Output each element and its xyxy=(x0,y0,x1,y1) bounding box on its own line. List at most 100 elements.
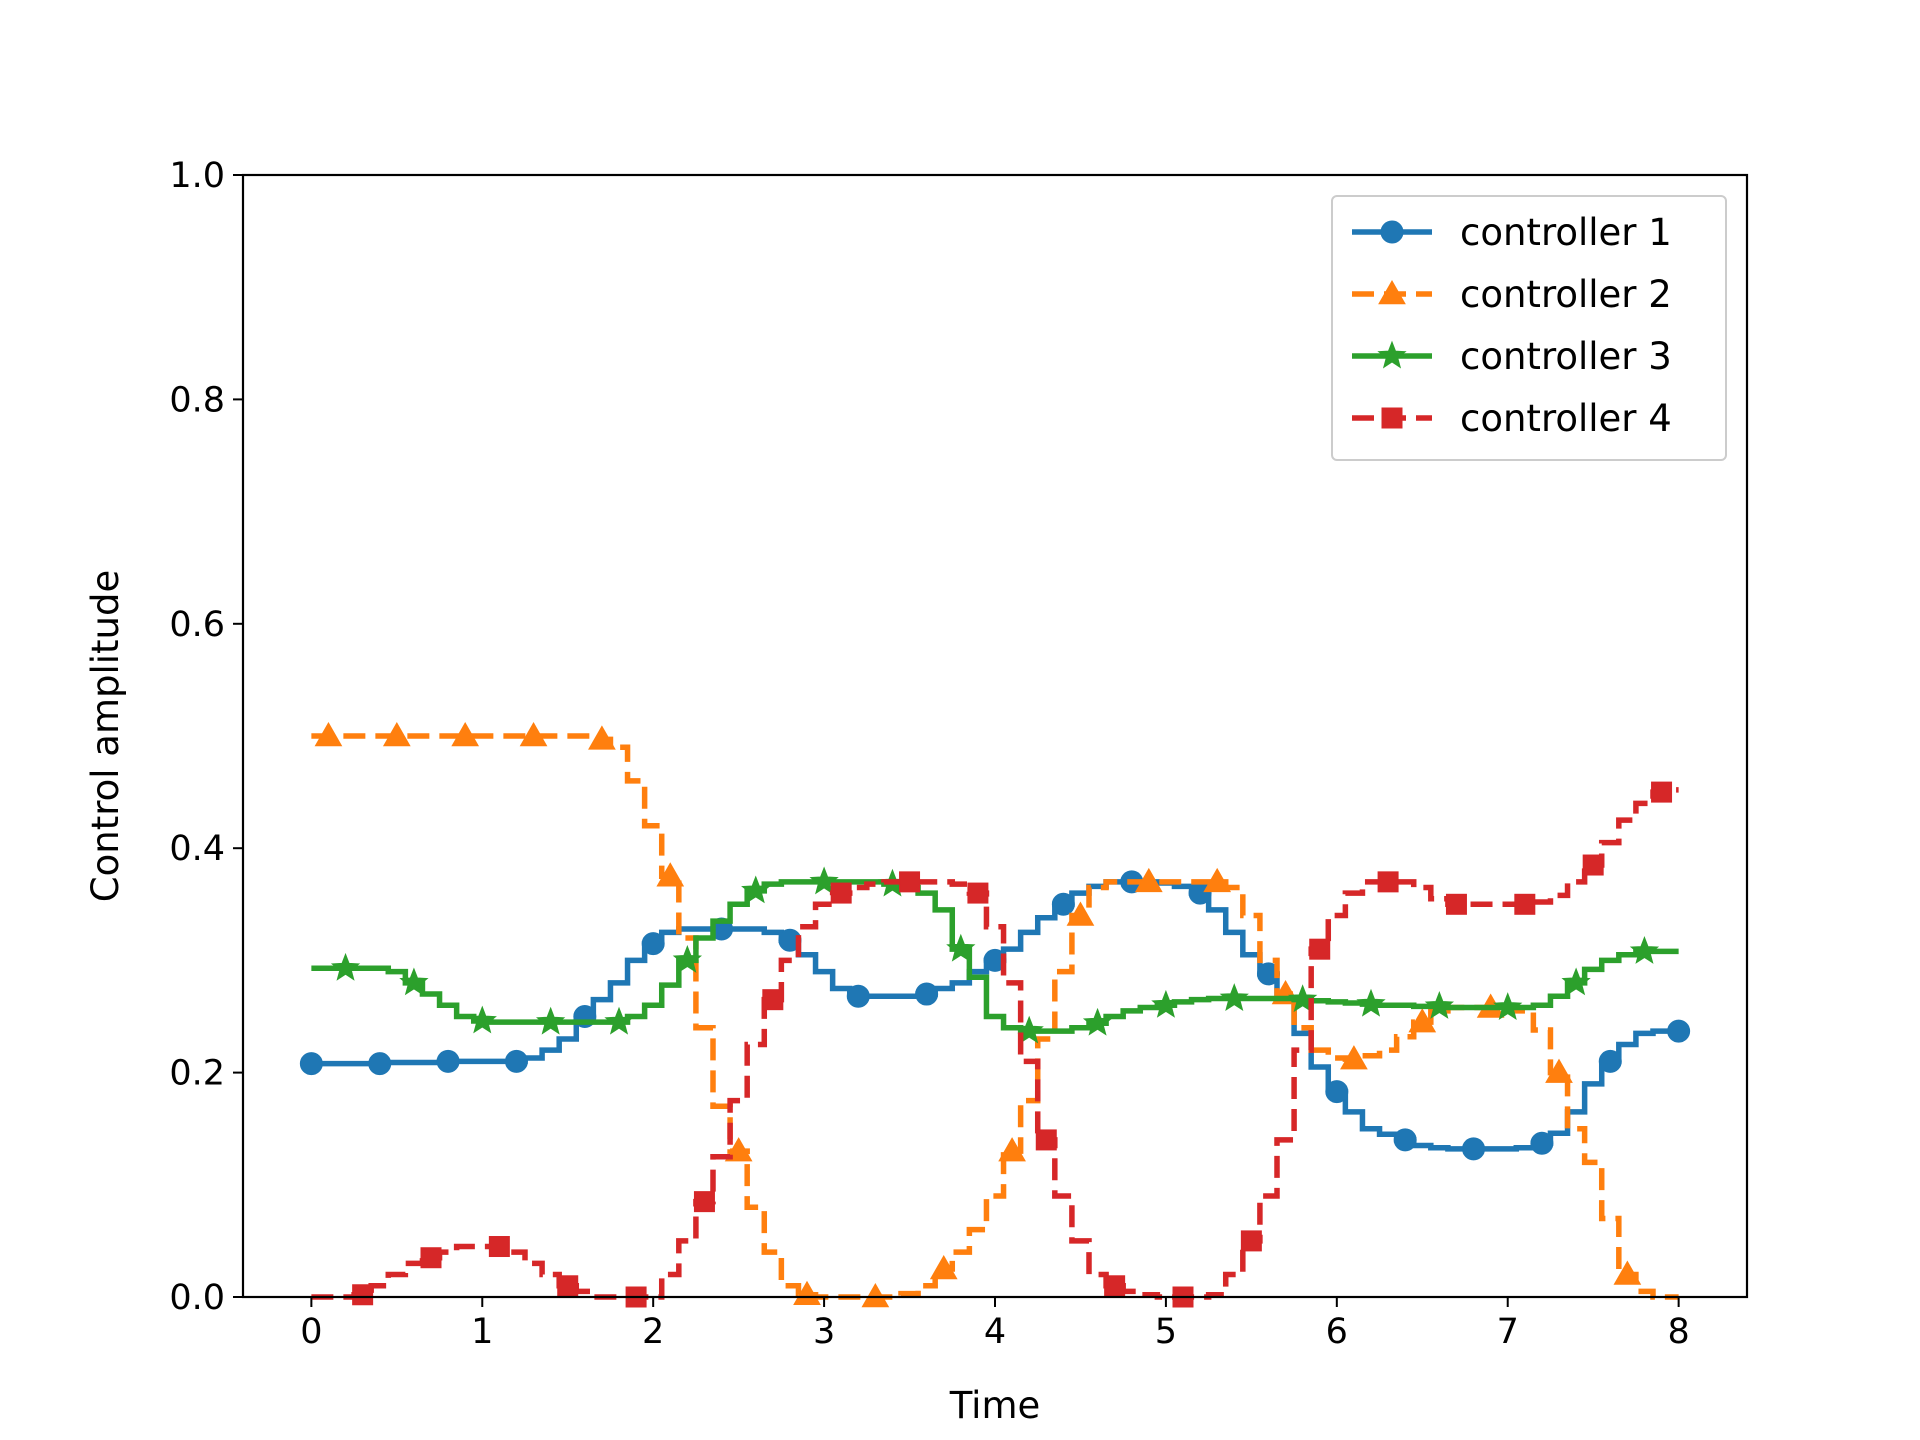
data-point xyxy=(672,945,703,973)
data-point xyxy=(693,1191,715,1213)
data-point xyxy=(604,1006,634,1035)
legend-item-2: controller 2 xyxy=(1352,273,1672,316)
data-point xyxy=(793,1280,821,1306)
data-point xyxy=(1667,1019,1691,1043)
data-point xyxy=(1035,1129,1057,1151)
data-point xyxy=(967,882,989,904)
legend-marker xyxy=(1378,279,1406,305)
data-point xyxy=(314,721,343,747)
data-point xyxy=(1598,1049,1622,1073)
x-tick-label: 1 xyxy=(471,1312,493,1352)
data-point xyxy=(1493,992,1523,1020)
data-point xyxy=(1287,984,1318,1013)
x-tick-label: 8 xyxy=(1667,1312,1689,1352)
x-tick-label: 5 xyxy=(1155,1312,1177,1352)
y-tick-label: 1.0 xyxy=(169,156,225,196)
data-point xyxy=(488,1236,510,1258)
legend: controller 1 controller 2 controller 3 cont… xyxy=(1331,195,1727,461)
series-line-1 xyxy=(311,879,1679,1152)
x-axis: 0 1 2 3 4 5 6 7 8 xyxy=(300,1297,1690,1352)
data-point xyxy=(1134,867,1163,893)
data-point xyxy=(998,1137,1026,1162)
data-point xyxy=(1051,892,1075,916)
legend-item-4: controller 4 xyxy=(1352,397,1672,440)
x-tick-label: 0 xyxy=(300,1312,322,1352)
legend-item-3: controller 3 xyxy=(1352,335,1672,378)
data-point xyxy=(1219,983,1249,1011)
legend-item-1: controller 1 xyxy=(1352,211,1672,254)
legend-marker xyxy=(1377,340,1407,369)
x-tick-label: 4 xyxy=(984,1312,1006,1352)
data-point xyxy=(762,989,784,1011)
data-point xyxy=(1082,1007,1113,1036)
data-point xyxy=(399,967,429,996)
data-point xyxy=(420,1247,442,1269)
legend-label: controller 1 xyxy=(1460,211,1672,254)
legend-box xyxy=(1331,195,1727,461)
data-point xyxy=(899,871,921,893)
data-point xyxy=(1445,893,1467,915)
y-tick-label: 0.0 xyxy=(169,1278,225,1318)
legend-label: controller 3 xyxy=(1460,335,1672,378)
data-point xyxy=(535,1006,566,1035)
data-point xyxy=(1424,991,1455,1019)
data-point xyxy=(1151,989,1181,1018)
data-point xyxy=(1356,988,1386,1017)
legend-marker xyxy=(1380,220,1404,244)
x-tick-label: 2 xyxy=(642,1312,664,1352)
data-point xyxy=(1545,1058,1573,1083)
x-tick-label: 7 xyxy=(1497,1312,1519,1352)
data-point xyxy=(1014,1015,1044,1044)
x-axis-label: Time xyxy=(949,1384,1041,1427)
data-point xyxy=(1629,936,1660,964)
data-point xyxy=(1340,1045,1368,1070)
data-point xyxy=(1325,1080,1349,1104)
y-axis-label: Control amplitude xyxy=(84,570,127,902)
data-point xyxy=(1408,1008,1437,1033)
data-point xyxy=(1309,938,1331,960)
data-point xyxy=(299,1052,323,1076)
data-point xyxy=(1240,1230,1262,1252)
data-point xyxy=(809,866,839,895)
data-point xyxy=(1582,854,1604,876)
x-tick-label: 6 xyxy=(1326,1312,1348,1352)
data-point xyxy=(1104,1275,1126,1297)
data-point xyxy=(451,721,480,747)
data-point xyxy=(1613,1260,1642,1285)
data-point xyxy=(1203,867,1232,893)
data-point xyxy=(368,1052,392,1076)
data-point xyxy=(382,721,411,747)
y-tick-label: 0.6 xyxy=(169,605,225,645)
y-tick-label: 0.4 xyxy=(169,829,225,869)
data-point xyxy=(352,1284,374,1306)
data-point xyxy=(861,1282,890,1308)
data-point xyxy=(1530,1131,1554,1155)
data-point xyxy=(830,882,852,904)
y-axis: 0.0 0.2 0.4 0.6 0.8 1.0 xyxy=(169,156,243,1318)
data-point xyxy=(557,1275,579,1297)
y-tick-label: 0.2 xyxy=(169,1054,225,1094)
data-point xyxy=(915,982,939,1006)
legend-label: controller 2 xyxy=(1460,273,1672,316)
data-point xyxy=(1514,893,1536,915)
data-point xyxy=(467,1005,497,1034)
data-point xyxy=(588,725,616,750)
data-point xyxy=(436,1049,460,1073)
legend-label: controller 4 xyxy=(1460,397,1672,440)
data-point xyxy=(641,932,665,956)
data-point xyxy=(929,1254,958,1280)
data-point xyxy=(1561,967,1591,996)
data-point xyxy=(1066,901,1095,926)
data-point xyxy=(846,984,870,1008)
x-tick-label: 3 xyxy=(813,1312,835,1352)
data-point xyxy=(330,952,361,981)
data-point xyxy=(519,721,548,747)
data-point xyxy=(946,933,976,962)
data-point xyxy=(1462,1137,1486,1161)
data-point xyxy=(741,875,771,904)
series-2 xyxy=(311,721,1679,1308)
y-tick-label: 0.8 xyxy=(169,380,225,420)
data-point xyxy=(1651,781,1673,803)
legend-marker xyxy=(1381,407,1403,429)
